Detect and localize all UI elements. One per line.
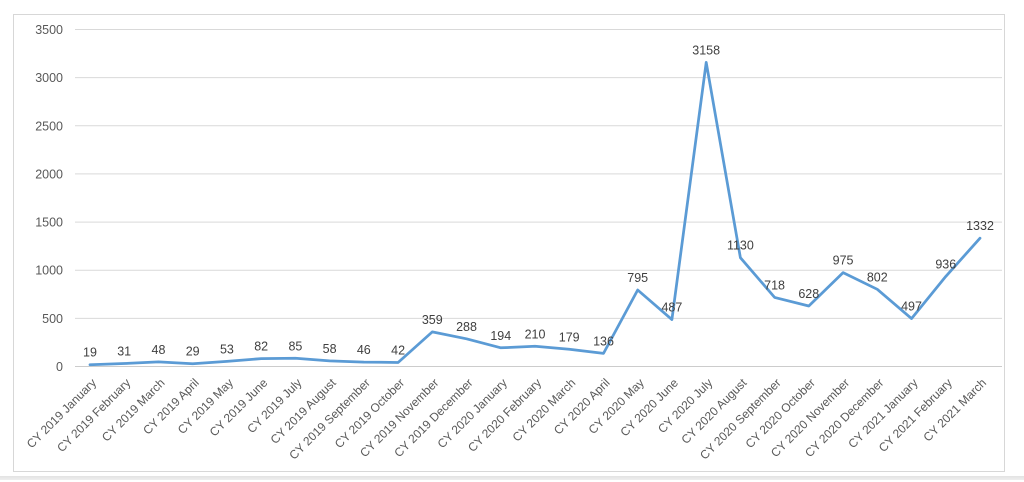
y-axis-tick-label: 2000 (35, 167, 63, 181)
data-point-label: 628 (798, 287, 819, 301)
data-series-line (88, 61, 982, 367)
data-point-label: 48 (152, 343, 166, 357)
data-point-label: 288 (456, 320, 477, 334)
data-point-label: 1130 (727, 239, 754, 253)
data-point-label: 795 (627, 271, 648, 285)
y-axis-tick-label: 0 (56, 360, 63, 374)
y-axis-tick-label: 1000 (35, 264, 63, 278)
data-point-label: 82 (254, 340, 268, 354)
data-point-label: 487 (661, 301, 682, 315)
data-point-label: 497 (901, 300, 922, 314)
data-point-label: 210 (525, 327, 546, 341)
data-point-label: 31 (117, 345, 131, 359)
data-point-label: 802 (867, 270, 888, 284)
data-point-label: 85 (288, 339, 302, 353)
data-point-label: 19 (83, 346, 97, 360)
chart-card: 0 500 1000 1500 2000 2500 3000 3500 19 31 48 29 53 82… (13, 14, 1005, 472)
data-point-label: 3158 (692, 43, 720, 57)
y-axis-tick-label: 2500 (35, 119, 63, 133)
data-point-label: 42 (391, 344, 405, 358)
data-point-label: 53 (220, 342, 234, 356)
data-point-label: 46 (357, 343, 371, 357)
y-axis-tick-label: 500 (42, 312, 63, 326)
data-point-label: 975 (833, 254, 854, 268)
x-axis-tick-label: CY 2021 March (920, 376, 989, 445)
data-point-label: 1332 (966, 219, 994, 233)
data-point-label: 58 (323, 342, 337, 356)
bottom-shadow-divider (0, 476, 1024, 480)
data-point-label: 936 (935, 257, 956, 271)
data-point-label: 359 (422, 313, 443, 327)
y-axis-tick-label: 1500 (35, 216, 63, 230)
line-chart: 0 500 1000 1500 2000 2500 3000 3500 19 31 48 29 53 82… (24, 23, 1002, 462)
data-point-label: 179 (559, 330, 580, 344)
y-axis-tick-label: 3000 (35, 71, 63, 85)
data-point-label: 29 (186, 345, 200, 359)
data-point-label: 718 (764, 278, 785, 292)
data-point-label: 194 (490, 329, 511, 343)
y-axis-tick-label: 3500 (35, 23, 63, 37)
data-point-label: 136 (593, 334, 614, 348)
